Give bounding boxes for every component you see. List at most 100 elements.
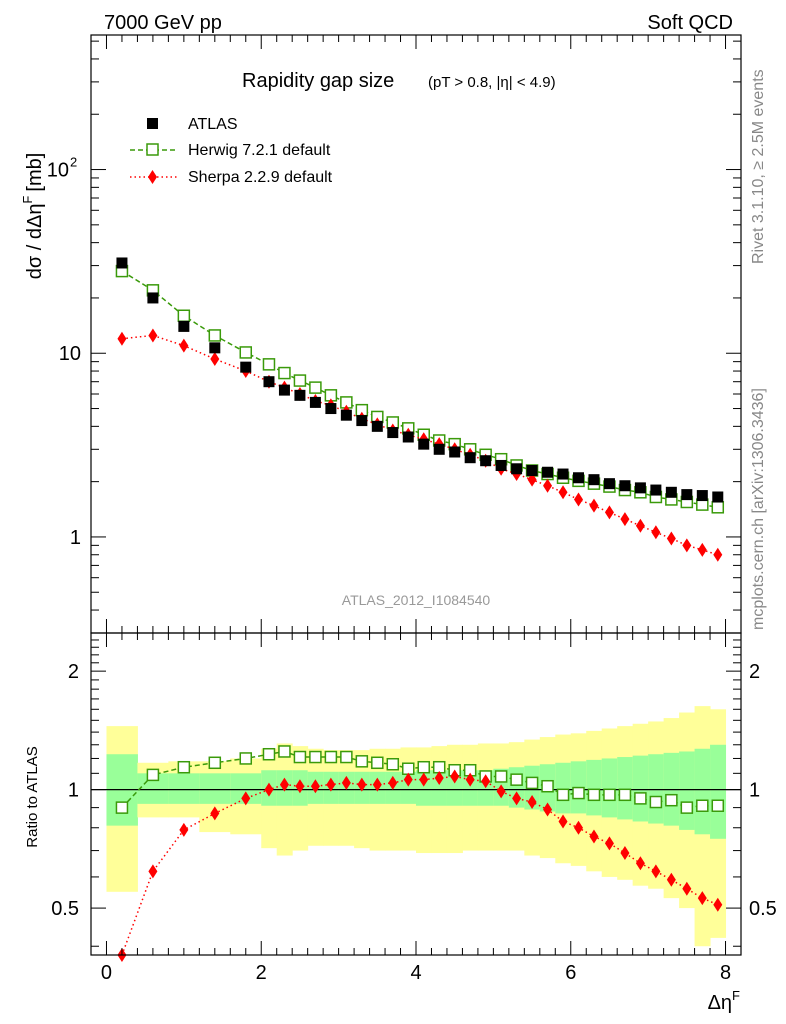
ratio-herwig-point bbox=[587, 788, 601, 802]
atlas-point bbox=[619, 480, 631, 492]
atlas-point bbox=[294, 389, 306, 401]
inner-uncertainty-band bbox=[586, 759, 603, 816]
herwig-point bbox=[262, 358, 276, 371]
ratio-sherpa-point bbox=[527, 795, 537, 810]
ratio-plot-area: 0 2 4 6 8 0.5 0.5 1 1 2 2 bbox=[51, 632, 777, 984]
inner-uncertainty-band bbox=[694, 748, 711, 835]
ratio-sherpa-point bbox=[403, 772, 413, 787]
sherpa-point bbox=[666, 531, 676, 546]
ratio-y-tick-label-right: 2 bbox=[749, 661, 760, 683]
x-axis-label-text: Δη bbox=[708, 992, 732, 1014]
atlas-point bbox=[325, 403, 337, 415]
ratio-y-tick-label: 0.5 bbox=[51, 898, 79, 920]
ratio-herwig-point bbox=[510, 773, 523, 786]
main-ylabel-sup: F bbox=[20, 196, 35, 204]
ratio-sherpa-point bbox=[279, 777, 289, 792]
sherpa-point bbox=[558, 485, 568, 500]
ratio-sherpa-point bbox=[496, 784, 506, 799]
atlas-point bbox=[712, 491, 724, 503]
y-tick-label: 10 bbox=[59, 343, 81, 365]
sherpa-point bbox=[574, 492, 583, 507]
x-tick-label: 8 bbox=[720, 962, 731, 984]
ratio-sherpa-point bbox=[666, 872, 676, 887]
legend-marker-atlas bbox=[147, 118, 158, 129]
header-right: Soft QCD bbox=[647, 12, 733, 34]
atlas-point bbox=[402, 431, 414, 443]
x-axis-label-sup: F bbox=[732, 988, 740, 1003]
sherpa-point bbox=[117, 331, 127, 346]
chart-subtitle: (pT > 0.8, |η| < 4.9) bbox=[428, 74, 556, 91]
ratio-herwig-point bbox=[494, 770, 508, 783]
ratio-sherpa-point bbox=[450, 769, 460, 784]
ratio-herwig-point bbox=[340, 750, 353, 764]
inner-uncertainty-band bbox=[168, 773, 200, 804]
chart-title: Rapidity gap size bbox=[242, 70, 394, 92]
ratio-sherpa-point bbox=[543, 802, 553, 817]
atlas-point bbox=[433, 443, 445, 455]
ratio-herwig-point bbox=[177, 760, 191, 774]
atlas-point bbox=[665, 486, 677, 498]
inner-uncertainty-band bbox=[601, 758, 618, 818]
ratio-sherpa-point bbox=[651, 864, 661, 879]
inner-uncertainty-band bbox=[679, 751, 696, 830]
ratio-herwig-point bbox=[665, 793, 678, 807]
ratio-sherpa-point bbox=[419, 772, 429, 787]
ratio-herwig-point bbox=[355, 755, 369, 768]
ratio-herwig-point bbox=[603, 788, 616, 802]
legend-label-atlas: ATLAS bbox=[188, 116, 238, 133]
sherpa-point bbox=[589, 498, 599, 513]
legend: ATLAS Herwig 7.2.1 default Sherpa 2.2.9 … bbox=[130, 116, 333, 186]
ratio-herwig-point bbox=[324, 750, 338, 764]
ratio-herwig-point bbox=[711, 799, 725, 812]
ratio-herwig-point bbox=[371, 756, 384, 770]
atlas-point bbox=[681, 489, 693, 501]
legend-label-herwig: Herwig 7.2.1 default bbox=[188, 142, 331, 159]
ratio-sherpa-point bbox=[635, 856, 645, 871]
y-tick-label: 1 bbox=[70, 527, 81, 549]
inner-uncertainty-band bbox=[555, 762, 572, 814]
atlas-point bbox=[588, 474, 600, 486]
x-tick-label: 2 bbox=[256, 962, 267, 984]
ratio-herwig-point bbox=[146, 768, 160, 782]
ratio-sherpa-point bbox=[148, 864, 158, 879]
ratio-herwig-point bbox=[680, 801, 694, 814]
sherpa-point bbox=[527, 472, 537, 487]
ratio-herwig-point bbox=[696, 799, 709, 812]
atlas-point bbox=[511, 463, 523, 475]
atlas-point bbox=[116, 257, 128, 269]
legend-marker-sherpa bbox=[148, 170, 157, 184]
x-tick-label: 4 bbox=[410, 962, 421, 984]
ratio-herwig-point bbox=[541, 779, 554, 793]
ratio-sherpa-point bbox=[481, 774, 491, 789]
ratio-herwig-point bbox=[262, 747, 276, 761]
sherpa-point bbox=[604, 505, 614, 520]
ratio-sherpa-point bbox=[589, 829, 599, 844]
atlas-point bbox=[418, 438, 430, 450]
y-tick-label: 10 bbox=[47, 160, 69, 182]
atlas-point bbox=[696, 490, 708, 502]
ratio-herwig-point bbox=[208, 756, 222, 770]
legend-marker-herwig bbox=[146, 143, 159, 156]
ratio-sherpa-point bbox=[434, 771, 444, 786]
ratio-sherpa-point bbox=[713, 897, 723, 912]
atlas-point bbox=[340, 409, 352, 421]
atlas-point bbox=[356, 415, 368, 427]
atlas-point bbox=[464, 452, 476, 464]
ratio-sherpa-point bbox=[465, 772, 475, 787]
ratio-herwig-point bbox=[417, 760, 430, 774]
herwig-point bbox=[177, 309, 191, 322]
ratio-sherpa-line bbox=[121, 775, 719, 956]
y-tick-label-exponent: 2 bbox=[70, 155, 77, 170]
ratio-sherpa-point bbox=[264, 782, 274, 797]
ratio-herwig-point bbox=[239, 752, 253, 765]
ratio-herwig-point bbox=[386, 757, 400, 771]
ratio-y-tick-label-right: 0.5 bbox=[749, 898, 777, 920]
inner-uncertainty-band bbox=[446, 770, 463, 806]
ratio-ylabel: Ratio to ATLAS bbox=[24, 746, 41, 847]
atlas-point bbox=[309, 396, 321, 408]
ratio-sherpa-point bbox=[179, 822, 189, 837]
ratio-sherpa-point bbox=[326, 777, 336, 792]
herwig-point bbox=[278, 366, 291, 380]
ratio-sherpa-point bbox=[388, 775, 398, 790]
